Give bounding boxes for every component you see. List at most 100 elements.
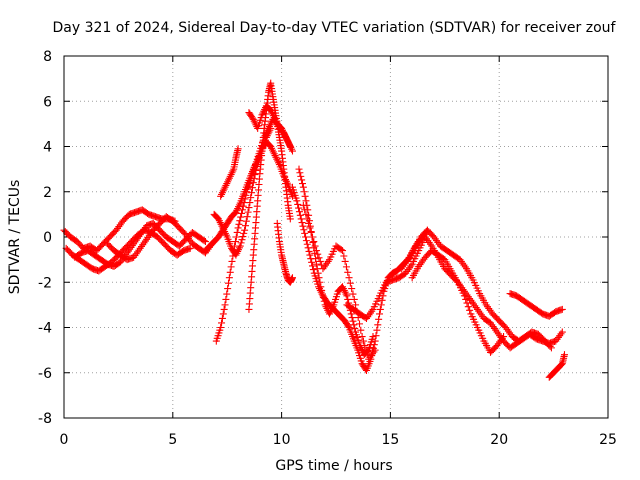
data-point <box>288 147 296 155</box>
data-point <box>237 213 245 221</box>
data-point <box>238 236 246 244</box>
data-point <box>242 191 250 199</box>
data-point <box>298 180 306 188</box>
data-point <box>300 188 308 196</box>
x-axis-title: GPS time / hours <box>275 458 392 474</box>
data-point <box>302 197 310 205</box>
data-point <box>374 321 382 329</box>
data-point <box>340 252 348 260</box>
data-point <box>235 220 243 228</box>
data-point <box>240 199 248 207</box>
grid-lines <box>64 56 608 418</box>
y-tick-label: -4 <box>38 321 52 337</box>
data-point <box>306 251 314 259</box>
data-point <box>238 206 246 214</box>
data-point <box>225 279 233 287</box>
data-point <box>247 194 255 202</box>
data-point <box>373 326 381 334</box>
data-point <box>218 319 226 327</box>
data-points <box>60 79 568 381</box>
data-point <box>237 239 245 247</box>
data-point <box>232 233 240 241</box>
data-point <box>231 238 239 246</box>
data-point <box>234 145 242 153</box>
data-point <box>314 250 322 258</box>
data-point <box>220 305 228 313</box>
x-tick-label: 10 <box>273 432 291 448</box>
data-point <box>226 268 234 276</box>
data-point <box>303 240 311 248</box>
data-point <box>350 321 358 329</box>
data-point <box>377 301 385 309</box>
data-point <box>350 295 358 303</box>
data-point <box>361 342 369 350</box>
data-point <box>348 285 356 293</box>
data-point <box>358 333 366 341</box>
data-point <box>298 219 306 227</box>
data-point <box>343 292 351 300</box>
data-point <box>356 320 364 328</box>
data-point <box>221 301 229 309</box>
data-point <box>239 202 247 210</box>
data-point <box>500 333 508 341</box>
data-point <box>300 226 308 234</box>
data-point <box>463 299 471 307</box>
data-point <box>303 215 311 223</box>
data-point <box>312 255 320 263</box>
data-point <box>348 314 356 322</box>
y-tick-label: 0 <box>43 230 52 246</box>
data-point <box>306 224 314 232</box>
x-tick-label: 25 <box>599 432 617 448</box>
data-point <box>319 294 327 302</box>
data-point <box>560 351 568 359</box>
y-axis-title: SDTVAR / TECUs <box>7 180 23 295</box>
data-point <box>357 326 365 334</box>
data-point <box>362 346 370 354</box>
data-point <box>307 228 315 236</box>
data-point <box>227 263 235 271</box>
data-point <box>248 189 256 197</box>
data-point <box>312 247 320 255</box>
data-point <box>349 317 357 325</box>
data-point <box>372 332 380 340</box>
data-point <box>233 228 241 236</box>
data-point <box>339 247 347 255</box>
data-point <box>231 242 239 250</box>
y-tick-labels: 8 6 4 2 0 -2 -4 -6 -8 <box>38 49 52 427</box>
y-tick-label: -2 <box>38 275 52 291</box>
data-point <box>305 247 313 255</box>
data-point <box>375 315 383 323</box>
data-point <box>248 184 256 192</box>
data-point <box>243 213 251 221</box>
data-point <box>236 217 244 225</box>
data-point <box>376 310 384 318</box>
chart-title: Day 321 of 2024, Sidereal Day-to-day VTE… <box>53 20 617 36</box>
data-point <box>316 257 324 265</box>
data-point <box>460 292 468 300</box>
data-point <box>286 215 294 223</box>
data-point <box>201 238 209 246</box>
data-point <box>294 200 302 208</box>
data-point <box>344 295 352 303</box>
data-point <box>224 285 232 293</box>
data-point <box>369 333 377 341</box>
data-point <box>293 197 301 205</box>
y-tick-label: 2 <box>43 185 52 201</box>
data-point <box>317 283 325 291</box>
data-point <box>547 344 555 352</box>
data-point <box>342 263 350 271</box>
data-point <box>344 322 352 330</box>
data-point <box>319 290 327 298</box>
data-point <box>308 233 316 241</box>
data-point <box>225 274 233 282</box>
data-point <box>245 204 253 212</box>
data-point <box>351 324 359 332</box>
data-point <box>295 208 303 216</box>
y-tick-label: 8 <box>43 49 52 65</box>
data-point <box>296 169 304 177</box>
data-point <box>242 217 250 225</box>
data-point <box>218 314 226 322</box>
data-point <box>299 201 307 209</box>
data-point <box>297 172 305 180</box>
data-point <box>311 242 319 250</box>
